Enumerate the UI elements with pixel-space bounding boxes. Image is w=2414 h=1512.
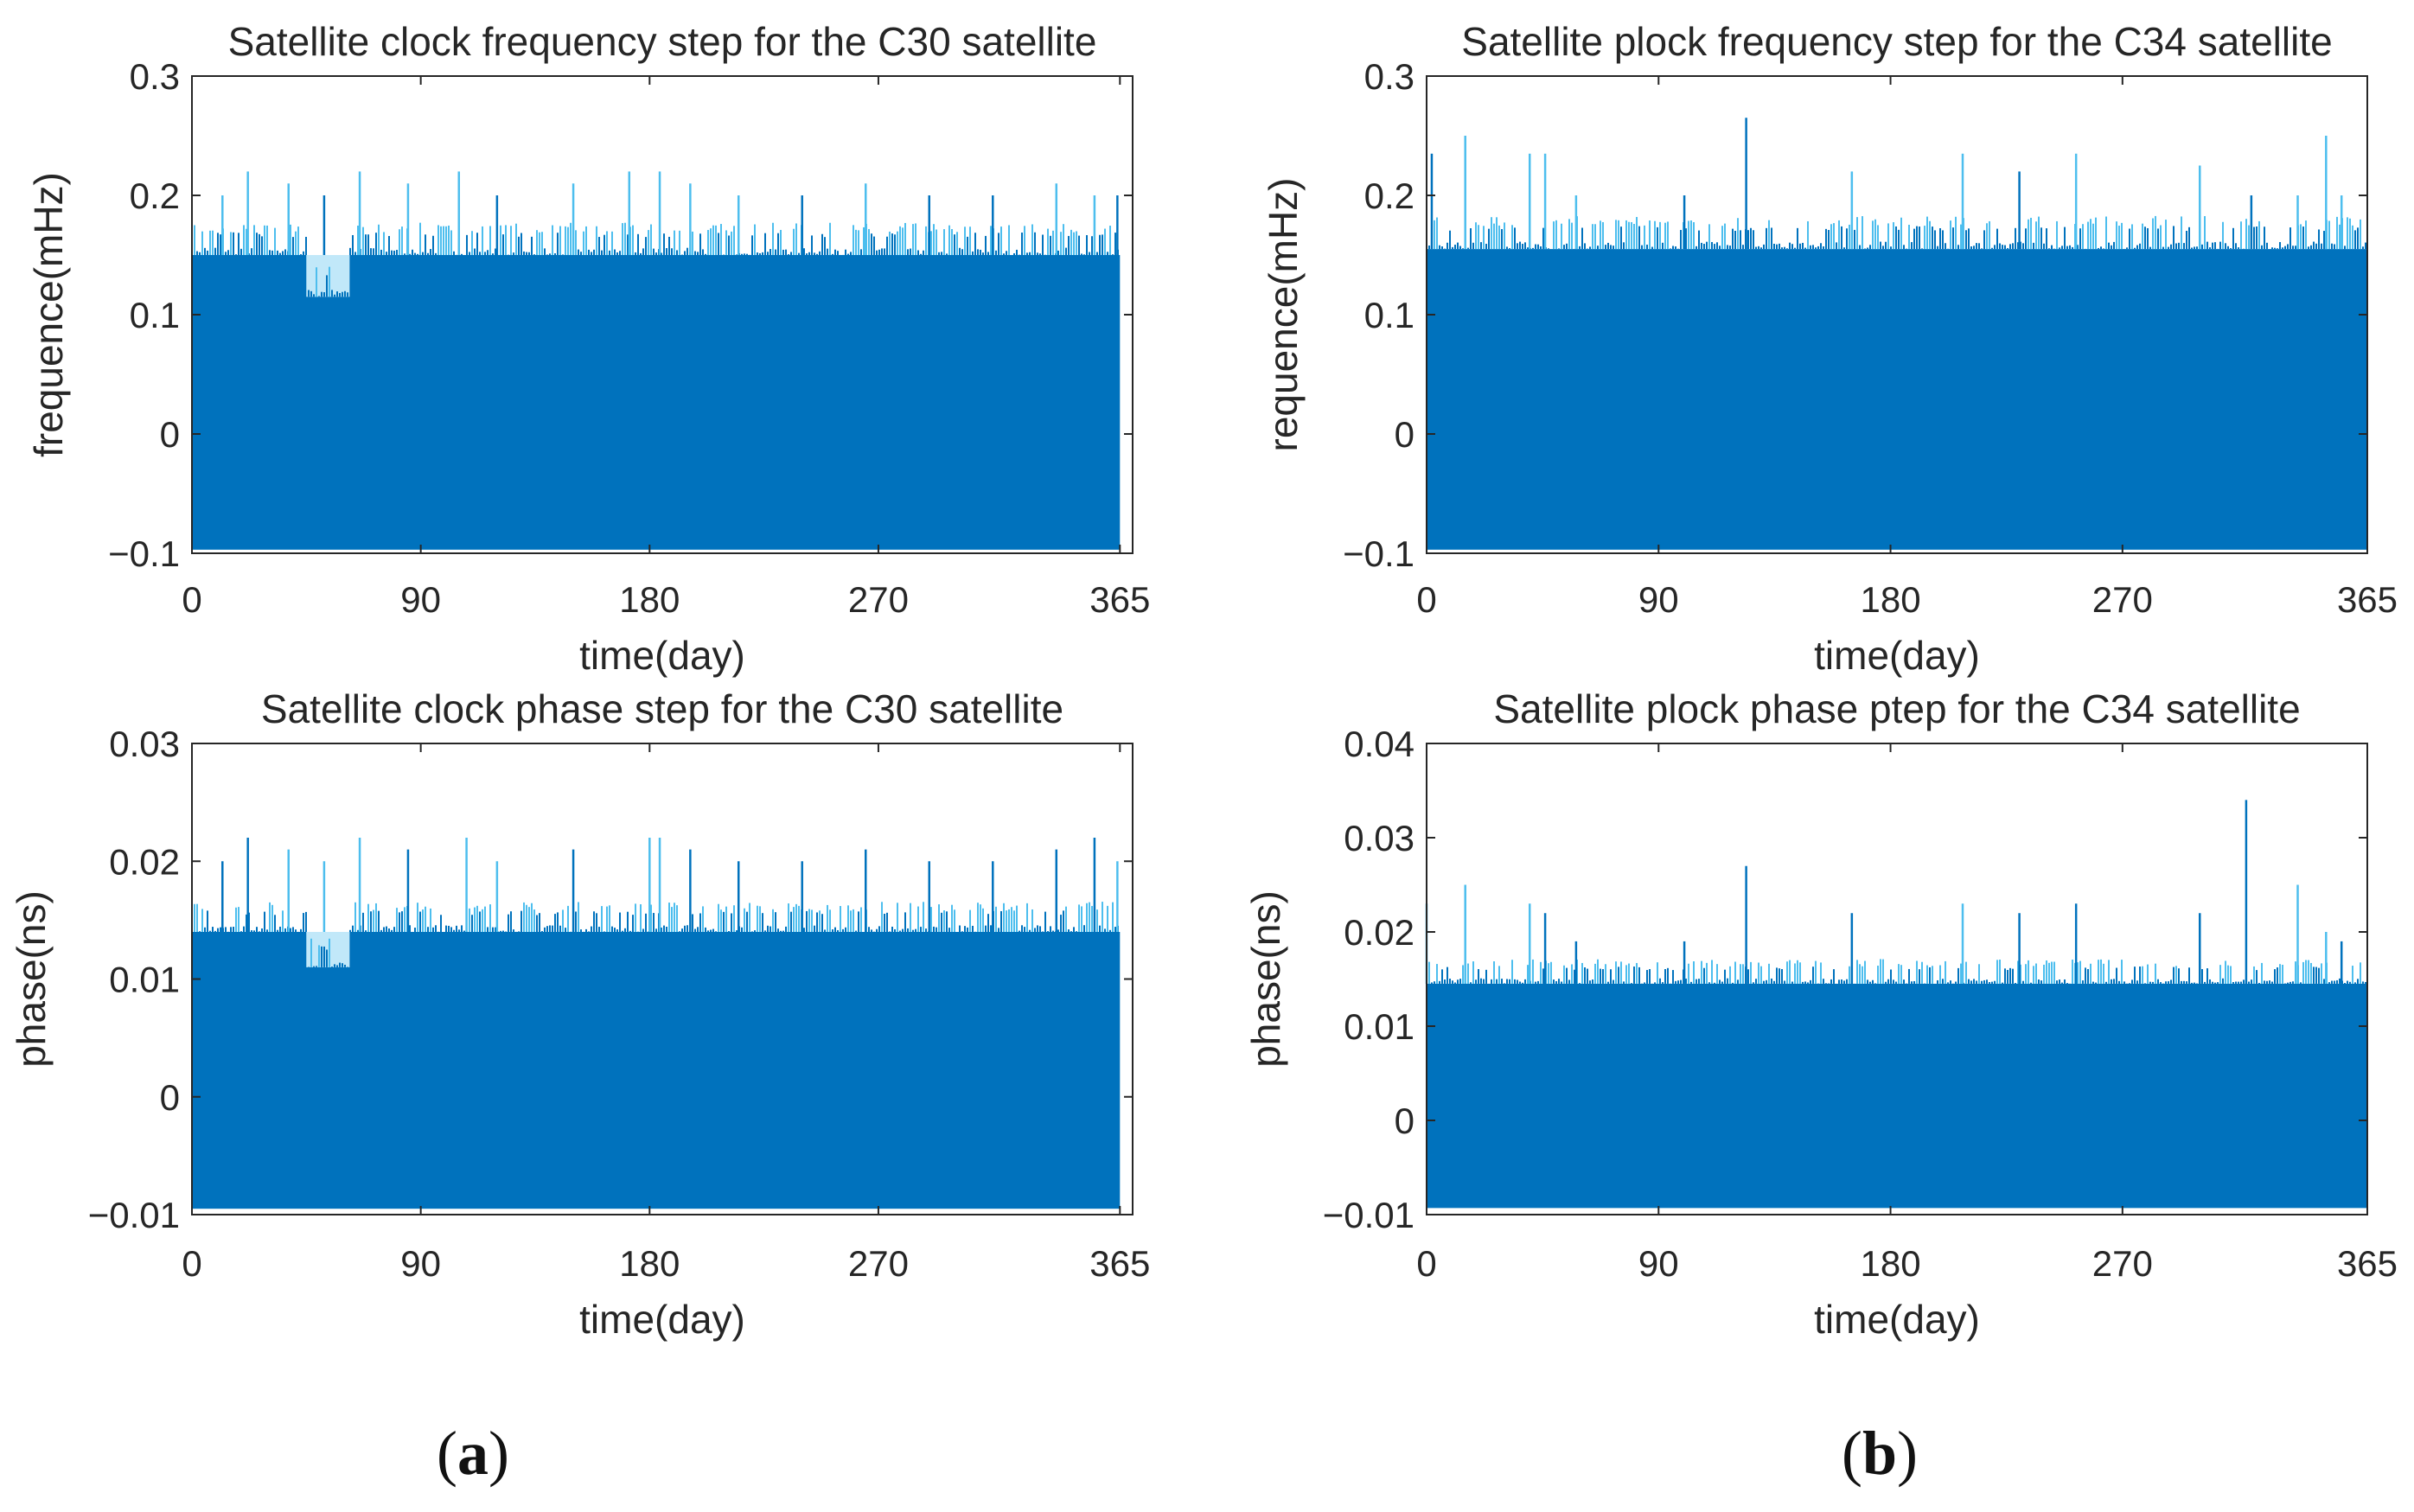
series-dip-shade <box>306 932 350 967</box>
series-band-fill <box>1427 249 2367 550</box>
x-tick-label: 270 <box>848 579 909 620</box>
x-tick-label: 180 <box>1861 1243 1921 1284</box>
x-axis-label: time(day) <box>1814 633 1980 678</box>
y-axis-label: phase(ns) <box>1243 890 1288 1068</box>
y-tick-label: 0.03 <box>1344 818 1415 858</box>
y-tick-label: 0.2 <box>130 175 180 216</box>
y-axis-label: frequence(mHz) <box>26 172 71 457</box>
x-tick-label: 0 <box>182 1243 201 1284</box>
axes-box <box>1426 743 2368 1215</box>
chart-title: Satellite plock frequency step for the C… <box>1461 19 2332 64</box>
y-tick-label: 0 <box>1395 1101 1415 1141</box>
y-tick-label: 0 <box>1395 414 1415 455</box>
chart-c30-phase: 0 90 180 270 365−0.0100.010.020.03Satellite … <box>9 686 1150 1342</box>
y-tick-label: 0.3 <box>1364 56 1415 97</box>
y-tick-label: −0.01 <box>1323 1195 1415 1235</box>
series-band-fill <box>192 255 1121 550</box>
panel-label-a: (a) <box>437 1419 509 1488</box>
x-tick-label: 270 <box>2092 1243 2153 1284</box>
chart-title: Satellite plock phase ptep for the C34 s… <box>1493 686 2300 731</box>
x-tick-label: 270 <box>2092 579 2153 620</box>
x-tick-label: 365 <box>2337 1243 2398 1284</box>
x-tick-label: 0 <box>1416 579 1436 620</box>
chart-title: Satellite clock phase step for the C30 s… <box>261 686 1063 731</box>
panel-label-b: (b) <box>1842 1419 1919 1488</box>
y-tick-label: 0.2 <box>1364 175 1415 216</box>
series-dip-shade <box>306 255 350 297</box>
x-tick-label: 365 <box>2337 579 2398 620</box>
y-tick-label: −0.1 <box>108 533 180 574</box>
x-tick-label: 0 <box>1416 1243 1436 1284</box>
x-tick-label: 180 <box>619 1243 680 1284</box>
x-axis-label: time(day) <box>579 633 745 678</box>
x-tick-label: 180 <box>619 579 680 620</box>
series-dip-gap <box>306 932 350 967</box>
x-tick-label: 90 <box>400 579 441 620</box>
x-tick-label: 270 <box>848 1243 909 1284</box>
x-tick-label: 365 <box>1089 1243 1150 1284</box>
y-axis-label: phase(ns) <box>9 890 54 1068</box>
x-tick-label: 365 <box>1089 579 1150 620</box>
chart-title: Satellite clock frequency step for the C… <box>228 19 1097 64</box>
y-tick-label: −0.1 <box>1343 533 1415 574</box>
x-axis-label: time(day) <box>579 1297 745 1342</box>
y-tick-label: 0.01 <box>1344 1006 1415 1047</box>
y-tick-label: 0.01 <box>109 960 180 1000</box>
series-band-fill <box>1427 983 2367 1209</box>
x-tick-label: 180 <box>1861 579 1921 620</box>
x-tick-label: 90 <box>1638 579 1679 620</box>
y-tick-label: 0.1 <box>1364 295 1415 335</box>
x-tick-label: 90 <box>1638 1243 1679 1284</box>
y-axis-label: requence(mHz) <box>1261 178 1306 452</box>
y-tick-label: 0.02 <box>1344 912 1415 953</box>
x-tick-label: 90 <box>400 1243 441 1284</box>
x-tick-label: 0 <box>182 579 201 620</box>
y-tick-label: 0 <box>160 414 180 455</box>
y-tick-label: 0.1 <box>130 295 180 335</box>
chart-c34-phase: 0 90 180 270 365−0.0100.010.020.030.04Satell… <box>1243 686 2398 1342</box>
series-band-fill <box>192 932 1121 1209</box>
y-tick-label: 0.02 <box>109 841 180 882</box>
y-tick-label: 0.3 <box>130 56 180 97</box>
y-tick-label: −0.01 <box>88 1195 180 1235</box>
series-dip-gap <box>306 255 350 297</box>
y-tick-label: 0.04 <box>1344 724 1415 764</box>
y-tick-label: 0.03 <box>109 724 180 764</box>
y-tick-label: 0 <box>160 1077 180 1118</box>
x-axis-label: time(day) <box>1814 1297 1980 1342</box>
